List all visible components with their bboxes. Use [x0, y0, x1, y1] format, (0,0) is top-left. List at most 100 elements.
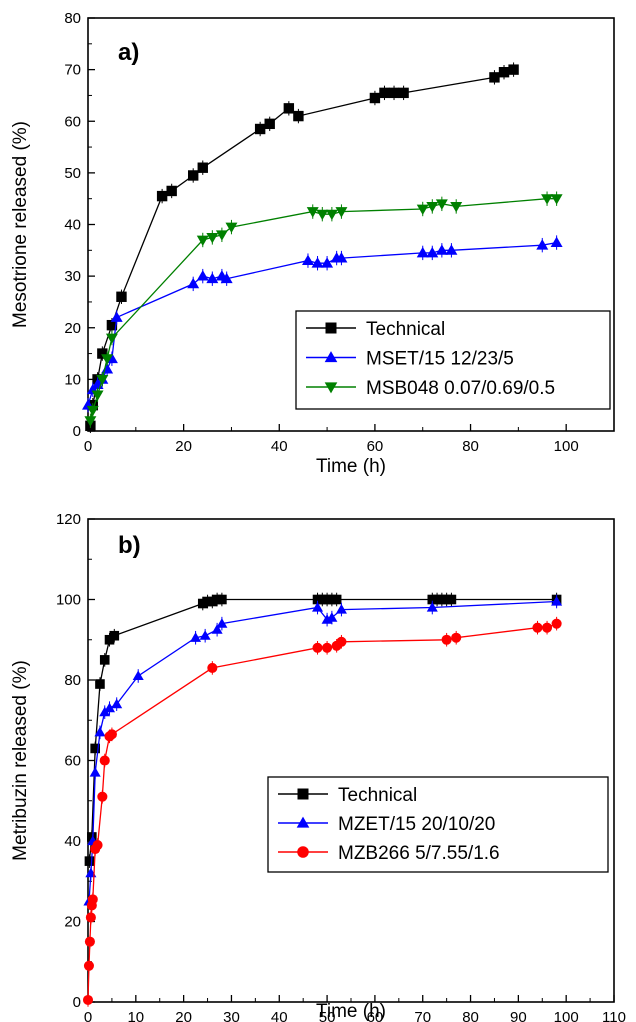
data-point: [426, 202, 439, 213]
data-point: [426, 246, 439, 258]
data-point: [206, 232, 219, 244]
y-axis-title: Metribuzin released (%): [10, 660, 31, 861]
data-point: [90, 743, 100, 754]
x-tick-label: 20: [175, 1009, 192, 1022]
data-point: [322, 642, 333, 653]
y-tick-label: 20: [64, 914, 81, 931]
data-point: [446, 594, 457, 605]
data-point: [542, 622, 553, 633]
x-tick-label: 80: [462, 1009, 479, 1022]
data-point: [325, 209, 338, 221]
data-point: [87, 832, 97, 842]
data-point: [109, 630, 120, 641]
data-point: [84, 936, 95, 947]
data-point: [335, 604, 347, 614]
legend-label: MZET/15 20/10/20: [338, 814, 495, 835]
series-2: [83, 594, 563, 909]
data-point: [207, 662, 218, 673]
legend: Technical MSET/15 12/23/5 MSB048 0.07/0.69…: [295, 310, 611, 410]
legend-marker: [324, 351, 338, 363]
data-point: [551, 618, 562, 629]
data-point: [92, 839, 103, 851]
legend-label: MZB266 5/7.55/1.6: [338, 843, 500, 864]
y-tick-label: 30: [64, 268, 81, 285]
legend-marker: [324, 382, 338, 394]
data-point: [435, 199, 448, 210]
data-point: [331, 594, 342, 605]
y-tick-label: 0: [73, 423, 81, 440]
panel-label: b): [118, 532, 141, 559]
data-point: [97, 791, 108, 802]
legend-label: Technical: [366, 319, 445, 340]
chart-panel-a: 0 20 40 60 80 100 0 10 20 30 40 50 60 70 80 Time (h) Mes…: [10, 10, 615, 477]
y-tick-label: 40: [64, 833, 81, 850]
data-point: [84, 856, 95, 866]
data-point: [532, 622, 543, 633]
data-point: [216, 618, 228, 628]
data-point: [326, 612, 338, 622]
data-point: [435, 244, 448, 255]
x-tick-label: 30: [223, 1009, 240, 1022]
data-point: [106, 319, 118, 331]
data-point: [91, 390, 104, 401]
data-point: [105, 333, 118, 345]
legend-label: MSET/15 12/23/5: [366, 349, 514, 370]
data-point: [311, 257, 324, 268]
y-tick-label: 120: [56, 511, 81, 528]
legend-marker: [297, 846, 309, 858]
data-point: [220, 272, 233, 284]
legend-marker: [296, 816, 310, 828]
data-point: [264, 118, 275, 130]
data-point: [197, 162, 208, 173]
x-tick-label: 0: [84, 1009, 92, 1022]
data-point: [187, 277, 200, 289]
data-point: [99, 755, 110, 766]
data-point: [211, 624, 223, 634]
data-point: [426, 602, 438, 612]
x-axis-title: Time (h): [316, 1001, 386, 1022]
y-tick-label: 40: [64, 217, 81, 234]
y-tick-label: 70: [64, 62, 81, 79]
series-3: [84, 191, 563, 428]
data-point: [441, 634, 452, 645]
data-point: [498, 67, 510, 78]
y-tick-label: 80: [64, 672, 81, 689]
data-point: [550, 194, 563, 205]
data-point: [94, 726, 106, 737]
data-point: [551, 595, 563, 606]
x-tick-label: 40: [271, 438, 288, 455]
data-point: [335, 207, 348, 218]
x-tick-label: 60: [367, 1009, 384, 1022]
data-point: [199, 630, 211, 640]
data-point: [190, 632, 202, 642]
data-point: [86, 405, 99, 417]
data-point: [85, 912, 96, 923]
data-point: [188, 170, 199, 181]
x-tick-label: 60: [367, 438, 384, 455]
x-tick-label: 20: [175, 438, 192, 455]
x-axis-title: Time (h): [316, 456, 386, 477]
data-point: [416, 204, 429, 215]
y-tick-label: 100: [56, 592, 81, 609]
y-tick-label: 10: [64, 371, 81, 388]
data-point: [379, 87, 390, 99]
chart-panel-b: 0 10 20 30 40 50 60 70 80 90 100 110 0 20 40 60 80 100 120…: [10, 511, 626, 1022]
data-point: [451, 632, 462, 643]
y-tick-label: 0: [73, 994, 81, 1011]
data-point: [106, 729, 117, 740]
data-point: [312, 642, 323, 653]
y-axis-title: Mesotrione released (%): [10, 121, 31, 328]
data-point: [541, 194, 554, 205]
legend-marker: [297, 788, 309, 800]
data-point: [321, 257, 334, 268]
x-tick-label: 90: [510, 1009, 527, 1022]
data-point: [101, 354, 114, 365]
data-point: [83, 960, 94, 971]
data-point: [283, 103, 295, 114]
x-tick-label: 100: [554, 1009, 579, 1022]
data-point: [508, 64, 519, 75]
data-point: [369, 92, 381, 104]
data-point: [103, 702, 116, 713]
x-tick-label: 80: [462, 438, 479, 455]
